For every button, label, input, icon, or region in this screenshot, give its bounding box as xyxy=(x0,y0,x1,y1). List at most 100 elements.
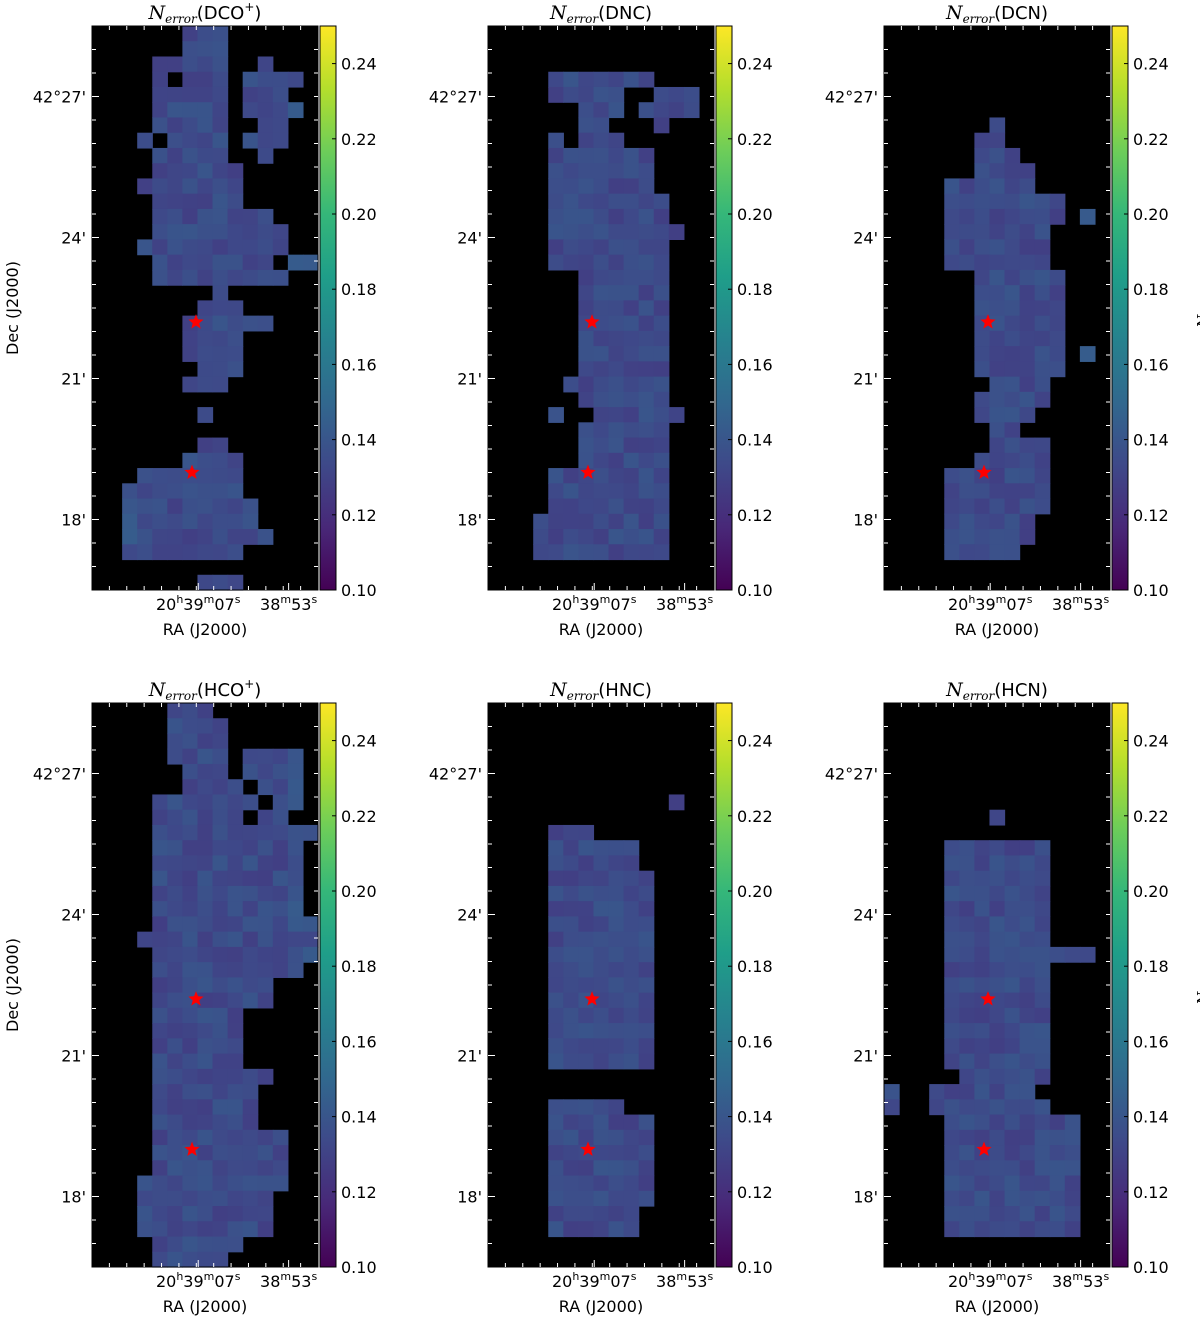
map-pixel xyxy=(1004,1190,1021,1207)
map-pixel xyxy=(653,193,670,210)
map-pixel xyxy=(989,1221,1006,1238)
map-pixel xyxy=(152,1084,168,1100)
map-pixel xyxy=(608,86,625,103)
map-pixel xyxy=(257,1221,274,1238)
colorbar-tick-label: 0.10 xyxy=(341,581,377,600)
ra-m-unit: m xyxy=(600,593,611,606)
title-species: (HNC) xyxy=(598,680,652,701)
colorbar-tick-label: 0.16 xyxy=(737,1032,773,1051)
ra-minutes: 39 xyxy=(975,595,995,614)
map-pixel xyxy=(152,498,168,515)
map-pixel xyxy=(1049,1160,1066,1177)
colorbar-tick-label: 0.20 xyxy=(737,205,773,224)
map-pixel xyxy=(959,840,975,857)
map-pixel xyxy=(989,1053,1006,1070)
map-pixel xyxy=(578,1206,595,1222)
map-pixel xyxy=(974,529,991,545)
map-pixel xyxy=(272,1160,289,1177)
map-pixel xyxy=(623,208,640,225)
x-tick-label: 20h39m07s xyxy=(948,593,1033,614)
map-pixel xyxy=(593,962,610,978)
map-pixel xyxy=(182,1038,199,1055)
map-pixel xyxy=(578,544,595,561)
map-pixel xyxy=(989,1084,1006,1100)
map-pixel xyxy=(257,870,274,887)
map-pixel xyxy=(1019,1160,1036,1177)
map-pixel xyxy=(212,1068,229,1085)
colorbar-tick-label: 0.22 xyxy=(737,130,773,149)
map-pixel xyxy=(929,1099,945,1116)
map-pixel xyxy=(227,1084,244,1100)
source-star-marker xyxy=(976,1141,992,1156)
map-pixel xyxy=(683,102,700,119)
map-pixel xyxy=(1049,330,1066,347)
map-pixel xyxy=(137,1190,153,1207)
map-pixel xyxy=(167,962,183,978)
map-pixel xyxy=(1034,1160,1051,1177)
map-pixel xyxy=(608,1007,625,1024)
map-pixel xyxy=(638,193,655,210)
map-pixel xyxy=(638,315,655,332)
map-pixel xyxy=(944,483,960,500)
colorbar-tick-label: 0.10 xyxy=(737,1258,773,1277)
map-pixel xyxy=(212,330,229,347)
map-pixel xyxy=(608,208,625,225)
map-pixel xyxy=(227,544,244,561)
ra-seconds: 53 xyxy=(1083,595,1103,614)
map-pixel xyxy=(212,254,229,271)
map-pixel xyxy=(212,513,229,530)
map-pixel xyxy=(608,178,625,195)
map-pixel xyxy=(974,1023,991,1039)
map-pixel xyxy=(1049,1175,1066,1192)
y-tick-label: 21' xyxy=(853,1047,878,1066)
colorbar xyxy=(715,702,733,1268)
map-pixel xyxy=(884,1084,900,1100)
chart-panel-4: Nerror(HNC)42°27'24'21'18'20h39m07s 38m53… xyxy=(429,679,773,1316)
map-pixel xyxy=(548,254,564,271)
map-pixel xyxy=(944,468,960,484)
map-pixel xyxy=(1004,840,1021,857)
map-pixel xyxy=(137,468,153,484)
map-pixel xyxy=(152,1038,168,1055)
map-pixel xyxy=(197,346,214,362)
map-pixel xyxy=(1034,300,1051,317)
map-pixel xyxy=(212,71,229,88)
x-tick-label: 38m53s xyxy=(1052,593,1109,614)
map-pixel xyxy=(212,992,229,1009)
map-pixel xyxy=(593,391,610,408)
map-pixel xyxy=(638,1053,655,1070)
map-pixel xyxy=(197,361,214,378)
map-pixel xyxy=(623,1175,640,1192)
map-pixel xyxy=(257,254,274,271)
map-pixel xyxy=(242,885,259,902)
map-pixel xyxy=(167,809,183,826)
map-pixel xyxy=(1034,1129,1051,1146)
map-pixel xyxy=(1049,1221,1066,1238)
map-pixel xyxy=(578,1160,595,1177)
map-pixel xyxy=(182,529,199,545)
map-pixel xyxy=(152,269,168,286)
map-pixel xyxy=(653,529,670,545)
map-pixel xyxy=(212,1160,229,1177)
map-pixel xyxy=(989,346,1006,362)
map-pixel xyxy=(593,407,610,423)
map-pixel xyxy=(608,437,625,454)
map-pixel xyxy=(242,1099,259,1116)
map-pixel xyxy=(638,498,655,515)
map-pixel xyxy=(548,544,564,561)
colorbar-tick-label: 0.14 xyxy=(341,1108,377,1127)
map-pixel xyxy=(638,239,655,256)
map-pixel xyxy=(287,71,304,88)
map-pixel xyxy=(1004,407,1021,423)
map-pixel xyxy=(974,208,991,225)
map-pixel xyxy=(167,1190,183,1207)
map-pixel xyxy=(578,885,595,902)
map-pixel xyxy=(1034,977,1051,994)
map-pixel xyxy=(197,269,214,286)
x-tick-label: 20h39m07s xyxy=(552,593,637,614)
map-pixel xyxy=(197,1007,214,1024)
colorbar xyxy=(715,25,733,591)
map-pixel xyxy=(152,102,168,119)
map-pixel xyxy=(944,513,960,530)
map-pixel xyxy=(197,300,214,317)
